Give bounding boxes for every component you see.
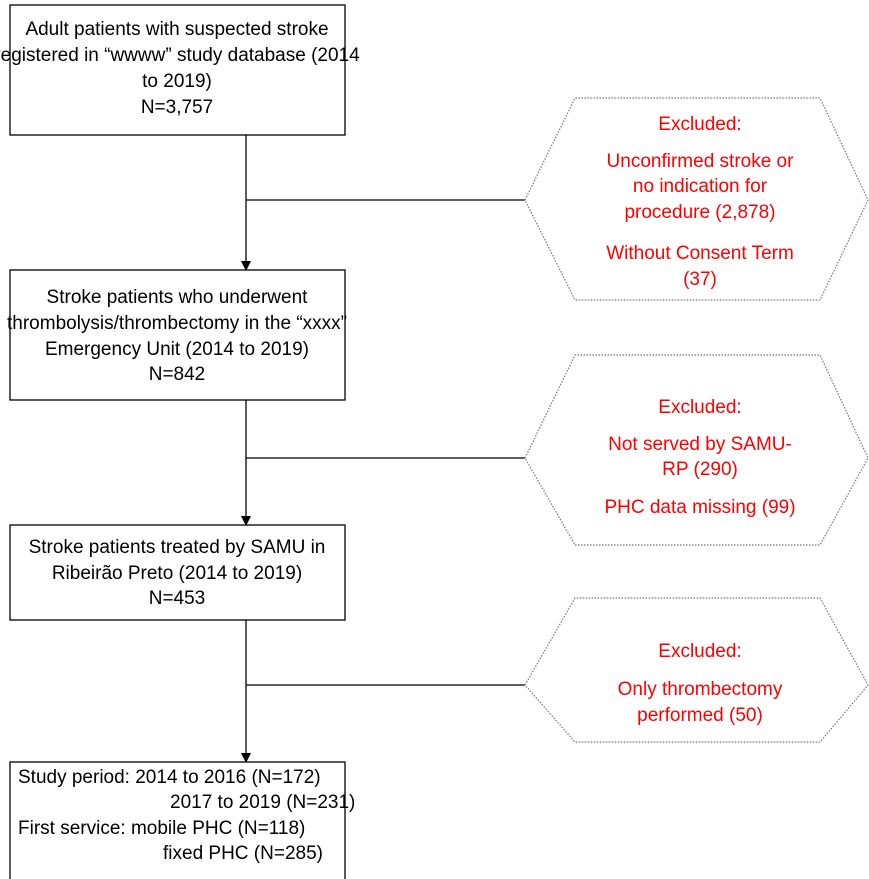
text: fixed PHC (N=285) [163, 843, 323, 864]
text: performed (50) [637, 705, 763, 726]
box-text: Study period: 2014 to 2016 (N=172) 2017 … [18, 767, 355, 864]
text: Stroke patients who underwent [47, 287, 309, 308]
text: Without Consent Term [606, 243, 794, 264]
text: 2017 to 2019 (N=231) [170, 792, 355, 813]
text: Excluded: [658, 641, 741, 662]
exclusion-box [524, 597, 869, 743]
text: Adult patients with suspected stroke [25, 19, 328, 40]
text: First service: mobile PHC (N=118) [18, 818, 305, 839]
box [9, 4, 346, 136]
text: Emergency Unit (2014 to 2019) [45, 339, 309, 360]
text: Stroke patients treated by SAMU in [29, 537, 326, 558]
text: registered in “wwww” study database (201… [0, 45, 360, 66]
text: Study period: 2014 to 2016 (N=172) [18, 767, 321, 788]
text: Ribeirão Preto (2014 to 2019) [52, 563, 302, 584]
text: Not served by SAMU- [608, 434, 792, 455]
exclusion-text: Excluded: Unconfirmed stroke or no indic… [604, 114, 795, 726]
text: N=842 [149, 364, 206, 385]
text: N=3,757 [141, 97, 213, 118]
box [9, 761, 346, 879]
box-text: Adult patients with suspected stroke reg… [0, 19, 360, 609]
text: Excluded: [658, 114, 741, 135]
exclusion-box [524, 354, 869, 546]
text: no indication for [633, 176, 768, 197]
text: Excluded: [658, 397, 741, 418]
box [9, 524, 346, 621]
box [9, 269, 346, 401]
text: Only thrombectomy [618, 679, 783, 700]
text: PHC data missing (99) [604, 497, 795, 518]
text: N=453 [149, 588, 206, 609]
text: (37) [683, 269, 717, 290]
exclusion-box [524, 97, 869, 301]
text: procedure (2,878) [624, 202, 775, 223]
text: to 2019) [142, 71, 212, 92]
text: thrombolysis/thrombectomy in the “xxxx” [7, 313, 347, 334]
text: Unconfirmed stroke or [607, 151, 795, 172]
text: RP (290) [662, 459, 738, 480]
